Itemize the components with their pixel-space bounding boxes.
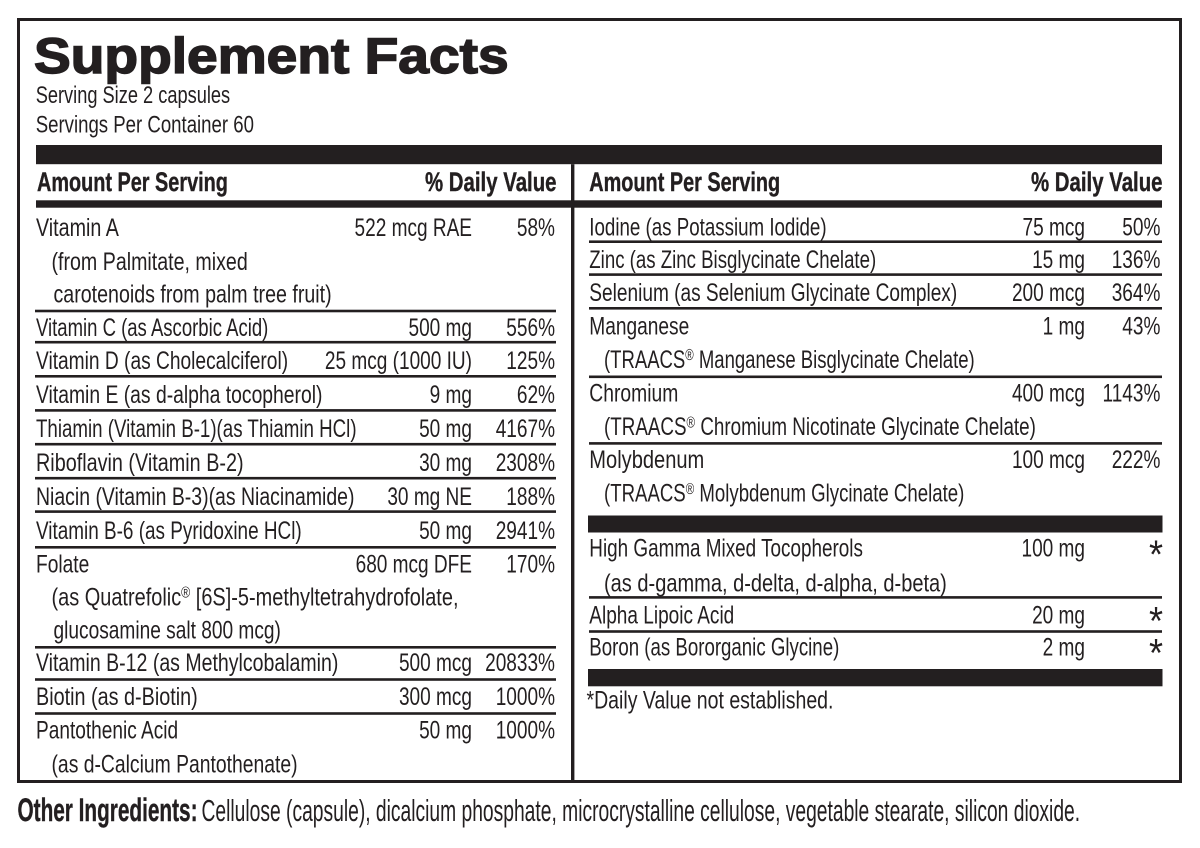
svg-text:58%: 58%	[517, 213, 555, 241]
svg-text:*Daily Value not established.: *Daily Value not established.	[587, 685, 834, 714]
svg-text:188%: 188%	[506, 482, 555, 510]
svg-text:300 mcg: 300 mcg	[399, 682, 472, 710]
svg-text:Amount Per Serving: Amount Per Serving	[37, 167, 228, 196]
svg-text:20833%: 20833%	[485, 648, 555, 676]
svg-text:glucosamine salt 800 mcg): glucosamine salt 800 mcg)	[54, 616, 281, 644]
svg-text:(from Palmitate, mixed: (from Palmitate, mixed	[52, 246, 248, 275]
svg-text:Chromium: Chromium	[589, 379, 678, 407]
svg-text:Serving Size 2 capsules: Serving Size 2 capsules	[36, 82, 230, 109]
svg-text:Vitamin B-6 (as Pyridoxine HCl: Vitamin B-6 (as Pyridoxine HCl)	[36, 516, 302, 544]
svg-text:Vitamin A: Vitamin A	[36, 213, 120, 242]
svg-text:43%: 43%	[1122, 312, 1160, 340]
svg-text:2941%: 2941%	[496, 516, 555, 544]
svg-text:Supplement Facts: Supplement Facts	[34, 28, 509, 84]
svg-text:High Gamma Mixed Tocopherols: High Gamma Mixed Tocopherols	[589, 534, 863, 562]
svg-text:*: *	[1149, 632, 1163, 676]
svg-text:222%: 222%	[1112, 445, 1161, 473]
svg-text:1000%: 1000%	[496, 682, 555, 710]
svg-text:136%: 136%	[1112, 246, 1161, 274]
svg-text:Molybdenum: Molybdenum	[589, 445, 704, 474]
svg-text:500 mg: 500 mg	[408, 313, 472, 341]
svg-text:25 mcg (1000 IU): 25 mcg (1000 IU)	[325, 346, 472, 374]
svg-text:500 mcg: 500 mcg	[399, 648, 472, 676]
svg-text:556%: 556%	[506, 313, 555, 341]
svg-text:15 mg: 15 mg	[1032, 246, 1085, 274]
svg-text:Cellulose (capsule), dicalcium: Cellulose (capsule), dicalcium phosphate…	[202, 795, 1081, 828]
svg-text:200 mcg: 200 mcg	[1012, 278, 1085, 306]
svg-text:Selenium (as Selenium Glycinat: Selenium (as Selenium Glycinate Complex)	[589, 278, 957, 306]
svg-text:1000%: 1000%	[496, 716, 555, 744]
svg-text:*: *	[1149, 600, 1163, 644]
svg-text:Vitamin C (as Ascorbic Acid): Vitamin C (as Ascorbic Acid)	[36, 313, 268, 342]
svg-text:400 mcg: 400 mcg	[1012, 379, 1085, 407]
svg-text:(TRAACS® Manganese Bisglycinat: (TRAACS® Manganese Bisglycinate Chelate)	[604, 345, 975, 374]
svg-text:Riboflavin (Vitamin B-2): Riboflavin (Vitamin B-2)	[36, 447, 244, 476]
svg-text:50%: 50%	[1122, 213, 1160, 241]
svg-text:Other Ingredients:: Other Ingredients:	[18, 793, 198, 829]
svg-text:Boron (as Bororganic Glycine): Boron (as Bororganic Glycine)	[589, 633, 839, 661]
svg-text:Servings Per Container 60: Servings Per Container 60	[36, 110, 254, 138]
svg-text:1143%: 1143%	[1103, 379, 1161, 407]
svg-text:75 mcg: 75 mcg	[1023, 213, 1085, 241]
svg-text:% Daily Value: % Daily Value	[425, 167, 556, 197]
svg-text:(as d-gamma, d-delta, d-alpha,: (as d-gamma, d-delta, d-alpha, d-beta)	[604, 568, 947, 597]
svg-text:125%: 125%	[506, 346, 555, 374]
svg-text:Manganese: Manganese	[589, 312, 689, 340]
svg-text:*: *	[1149, 533, 1163, 577]
svg-text:100 mg: 100 mg	[1021, 534, 1085, 562]
svg-text:Iodine (as Potassium Iodide): Iodine (as Potassium Iodide)	[589, 213, 826, 241]
svg-text:30 mg NE: 30 mg NE	[387, 482, 472, 510]
svg-text:364%: 364%	[1112, 278, 1161, 306]
svg-text:Amount Per Serving: Amount Per Serving	[589, 167, 780, 196]
svg-text:50 mg: 50 mg	[419, 414, 472, 442]
svg-text:4167%: 4167%	[496, 414, 555, 442]
svg-text:522 mcg RAE: 522 mcg RAE	[355, 213, 472, 241]
svg-text:Thiamin (Vitamin B-1)(as Thiam: Thiamin (Vitamin B-1)(as Thiamin HCl)	[36, 414, 357, 442]
svg-text:170%: 170%	[506, 550, 555, 578]
svg-text:100 mcg: 100 mcg	[1012, 445, 1085, 473]
svg-text:Vitamin E (as d-alpha tocopher: Vitamin E (as d-alpha tocopherol)	[36, 380, 322, 408]
svg-text:50 mg: 50 mg	[419, 716, 472, 744]
svg-text:Folate: Folate	[36, 550, 89, 578]
svg-text:50 mg: 50 mg	[419, 516, 472, 544]
svg-text:(TRAACS® Molybdenum Glycinate: (TRAACS® Molybdenum Glycinate Chelate)	[604, 479, 964, 508]
svg-text:Vitamin B-12 (as Methylcobalam: Vitamin B-12 (as Methylcobalamin)	[36, 647, 338, 676]
svg-text:Biotin (as d-Biotin): Biotin (as d-Biotin)	[36, 682, 198, 711]
svg-text:Vitamin D (as Cholecalciferol): Vitamin D (as Cholecalciferol)	[36, 346, 288, 374]
svg-text:62%: 62%	[517, 380, 555, 408]
svg-text:1 mg: 1 mg	[1043, 312, 1085, 340]
svg-text:Zinc (as Zinc Bisglycinate Che: Zinc (as Zinc Bisglycinate Chelate)	[589, 245, 876, 273]
svg-text:(TRAACS® Chromium Nicotinate G: (TRAACS® Chromium Nicotinate Glycinate C…	[604, 412, 1036, 440]
svg-text:carotenoids from palm tree fru: carotenoids from palm tree fruit)	[54, 279, 332, 308]
svg-text:2308%: 2308%	[496, 448, 555, 476]
svg-text:680 mcg DFE: 680 mcg DFE	[356, 550, 472, 578]
svg-text:9 mg: 9 mg	[430, 380, 472, 408]
svg-text:Pantothenic Acid: Pantothenic Acid	[36, 716, 178, 744]
svg-text:30 mg: 30 mg	[419, 448, 472, 476]
svg-text:20 mg: 20 mg	[1032, 601, 1085, 629]
svg-text:Niacin (Vitamin B-3)(as Niacin: Niacin (Vitamin B-3)(as Niacinamide)	[36, 483, 354, 511]
svg-text:2 mg: 2 mg	[1043, 633, 1085, 661]
svg-text:% Daily Value: % Daily Value	[1031, 167, 1162, 197]
svg-text:(as Quatrefolic® [6S]-5-methyl: (as Quatrefolic® [6S]-5-methyltetrahydro…	[52, 582, 459, 611]
svg-text:Alpha Lipoic Acid: Alpha Lipoic Acid	[589, 601, 734, 629]
svg-text:(as d-Calcium Pantothenate): (as d-Calcium Pantothenate)	[52, 750, 298, 778]
